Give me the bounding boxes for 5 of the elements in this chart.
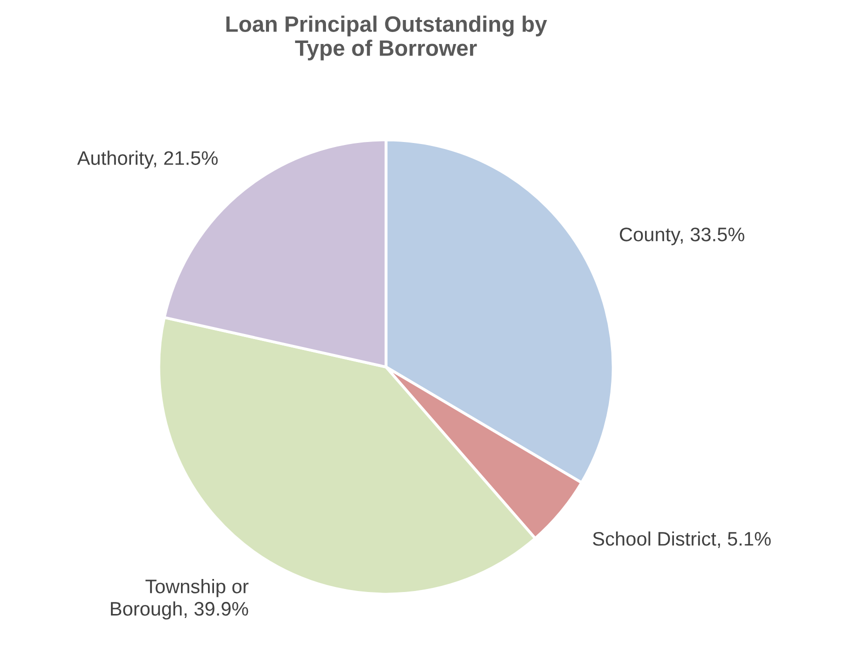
slice-label: Authority, 21.5% xyxy=(77,150,218,169)
slice-label: County, 33.5% xyxy=(620,228,744,246)
slice-label: Township or Borough, 39.9% xyxy=(110,579,248,620)
slice-label: School District, 5.1% xyxy=(592,531,771,548)
chart-title: Loan Principal Outstanding by Type of Borrower xyxy=(226,16,548,60)
